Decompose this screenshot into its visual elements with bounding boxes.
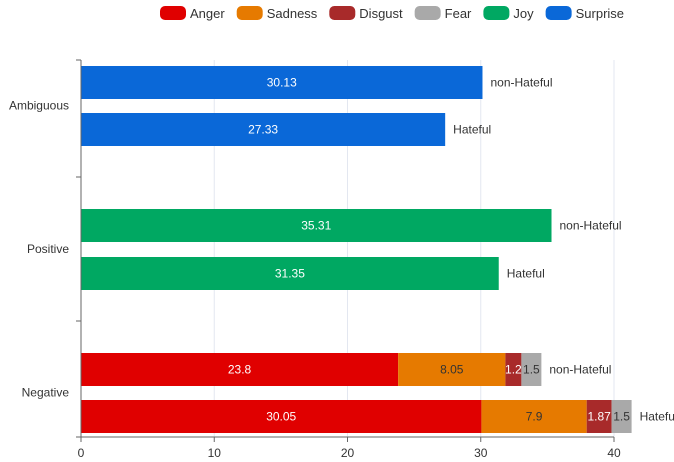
data-label-negative-non-hateful-fear: 1.5 [523, 363, 540, 377]
legend-item-surprise[interactable]: Surprise [545, 6, 624, 21]
y-tick-label-positive: Positive [27, 242, 69, 256]
legend-label-sadness: Sadness [267, 6, 318, 21]
data-label-ambiguous-non-hateful-surprise: 30.13 [267, 76, 297, 90]
data-label-negative-non-hateful-sadness: 8.05 [440, 363, 464, 377]
legend-swatch-disgust [329, 6, 356, 20]
legend-label-disgust: Disgust [359, 6, 403, 21]
legend-swatch-joy [483, 6, 510, 20]
legend-label-fear: Fear [445, 6, 472, 21]
legend-item-anger[interactable]: Anger [160, 6, 225, 21]
bar-negative-non-hateful [81, 353, 542, 386]
bar-segment-negative-hateful-fear [611, 400, 632, 433]
bar-segment-positive-non-hateful-joy [81, 209, 552, 242]
bar-segment-positive-hateful-joy [81, 257, 499, 290]
legend-swatch-sadness [236, 6, 263, 20]
x-tick-label-30: 30 [474, 446, 488, 460]
y-tick-label-negative: Negative [22, 386, 70, 400]
legend-swatch-surprise [545, 6, 572, 20]
bar-segment-ambiguous-non-hateful-surprise [81, 66, 483, 99]
data-label-negative-non-hateful-anger: 23.8 [228, 363, 252, 377]
bar-segment-negative-non-hateful-sadness [398, 353, 506, 386]
bar-negative-hateful [81, 400, 632, 433]
data-label-ambiguous-hateful-surprise: 27.33 [248, 123, 278, 137]
bar-segment-negative-hateful-sadness [481, 400, 587, 433]
data-label-positive-hateful-joy: 31.35 [275, 267, 305, 281]
bar-segment-negative-non-hateful-disgust [505, 353, 522, 386]
bar-segment-negative-non-hateful-fear [521, 353, 542, 386]
legend-label-surprise: Surprise [576, 6, 624, 21]
bar-group-label-ambiguous-non-hateful: non-Hateful [490, 76, 552, 90]
legend-item-joy[interactable]: Joy [483, 6, 534, 21]
axes: Ambiguous Positive Negative 0 10 20 30 40 [9, 59, 621, 460]
bar-segment-ambiguous-hateful-surprise [81, 113, 446, 146]
legend-item-sadness[interactable]: Sadness [236, 6, 318, 21]
legend-swatch-anger [160, 6, 186, 20]
bar-positive-non-hateful [81, 209, 552, 242]
bar-segment-negative-hateful-anger [81, 400, 482, 433]
bar-group-label-negative-hateful: Hateful [640, 410, 674, 424]
data-label-negative-non-hateful-disgust: 1.2 [505, 363, 522, 377]
legend-label-anger: Anger [190, 6, 225, 21]
bar-group-label-negative-non-hateful: non-Hateful [549, 363, 611, 377]
bar-group-label-positive-non-hateful: non-Hateful [560, 219, 622, 233]
bar-ambiguous-hateful [81, 113, 446, 146]
labels: 30.13 non-Hateful 27.33 Hateful 35.31 non-Hat… [228, 76, 674, 424]
data-label-positive-non-hateful-joy: 35.31 [301, 219, 331, 233]
y-tick-label-ambiguous: Ambiguous [9, 99, 69, 113]
legend-item-fear[interactable]: Fear [414, 6, 472, 21]
legend-item-disgust[interactable]: Disgust [329, 6, 403, 21]
legend-label-joy: Joy [513, 6, 534, 21]
bar-segment-negative-non-hateful-anger [81, 353, 399, 386]
x-tick-label-0: 0 [78, 446, 85, 460]
legend-swatch-fear [414, 6, 441, 20]
data-label-negative-hateful-fear: 1.5 [613, 410, 630, 424]
x-tick-label-20: 20 [341, 446, 355, 460]
bars [81, 66, 632, 433]
data-label-negative-hateful-disgust: 1.87 [587, 410, 611, 424]
data-label-negative-hateful-anger: 30.05 [266, 410, 296, 424]
bar-group-label-ambiguous-hateful: Hateful [453, 123, 491, 137]
bar-positive-hateful [81, 257, 499, 290]
bar-ambiguous-non-hateful [81, 66, 483, 99]
x-tick-label-40: 40 [607, 446, 621, 460]
x-tick-label-10: 10 [208, 446, 222, 460]
bar-segment-negative-hateful-disgust [586, 400, 612, 433]
data-label-negative-hateful-sadness: 7.9 [526, 410, 543, 424]
bar-group-label-positive-hateful: Hateful [507, 267, 545, 281]
chart-legend[interactable]: Anger Sadness Disgust Fear Joy Surprise [160, 6, 624, 21]
